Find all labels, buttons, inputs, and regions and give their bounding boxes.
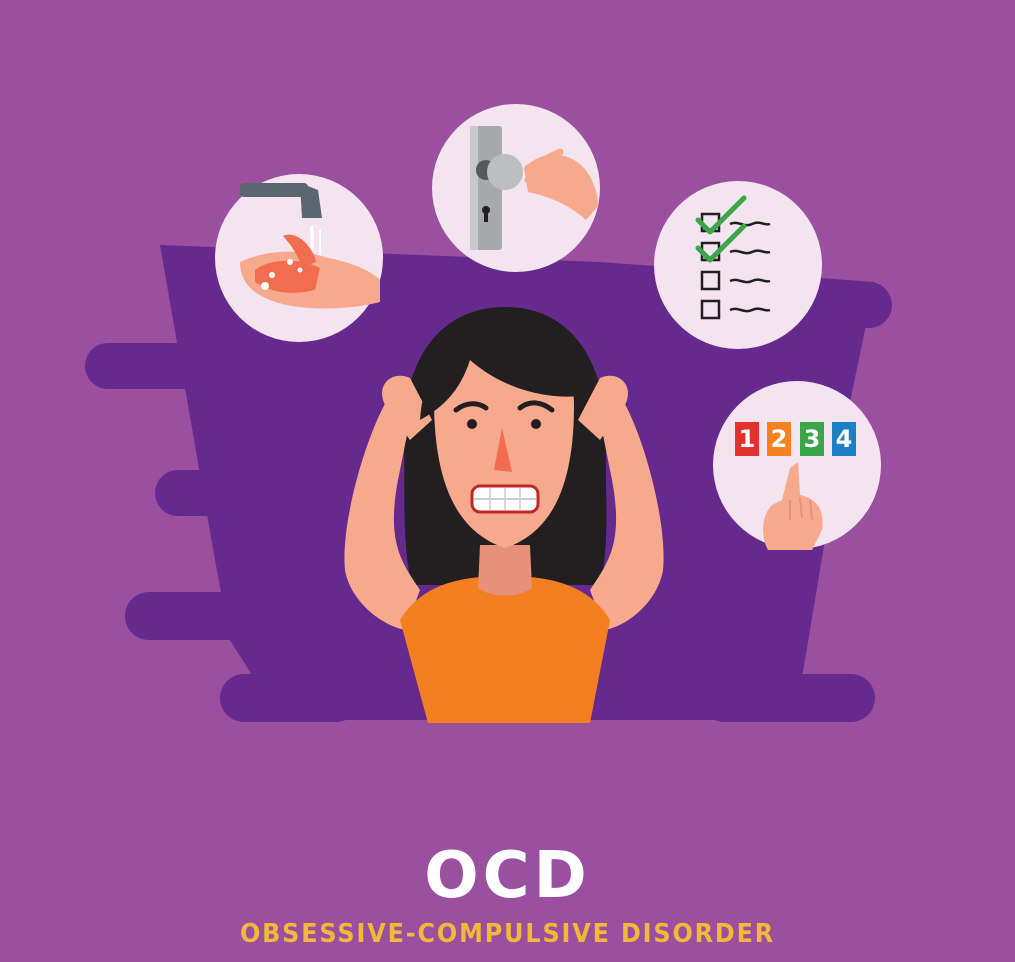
- digit-label: 4: [835, 425, 853, 453]
- page-title: OCD: [424, 839, 591, 913]
- handwashing-icon: [215, 174, 383, 342]
- digit-tile-4: 4: [832, 422, 856, 456]
- page-subtitle: OBSESSIVE-COMPULSIVE DISORDER: [239, 919, 776, 949]
- digit-tile-3: 3: [800, 422, 824, 456]
- checklist-icon: [654, 181, 822, 349]
- digit-tile-2: 2: [767, 422, 791, 456]
- digit-label: 2: [770, 425, 788, 453]
- woman-figure: [344, 307, 664, 723]
- counting-icon: [713, 381, 881, 550]
- door-handle-icon: [432, 104, 600, 272]
- digit-label: 1: [738, 425, 756, 453]
- digit-tile-1: 1: [735, 422, 759, 456]
- digit-label: 3: [803, 425, 821, 453]
